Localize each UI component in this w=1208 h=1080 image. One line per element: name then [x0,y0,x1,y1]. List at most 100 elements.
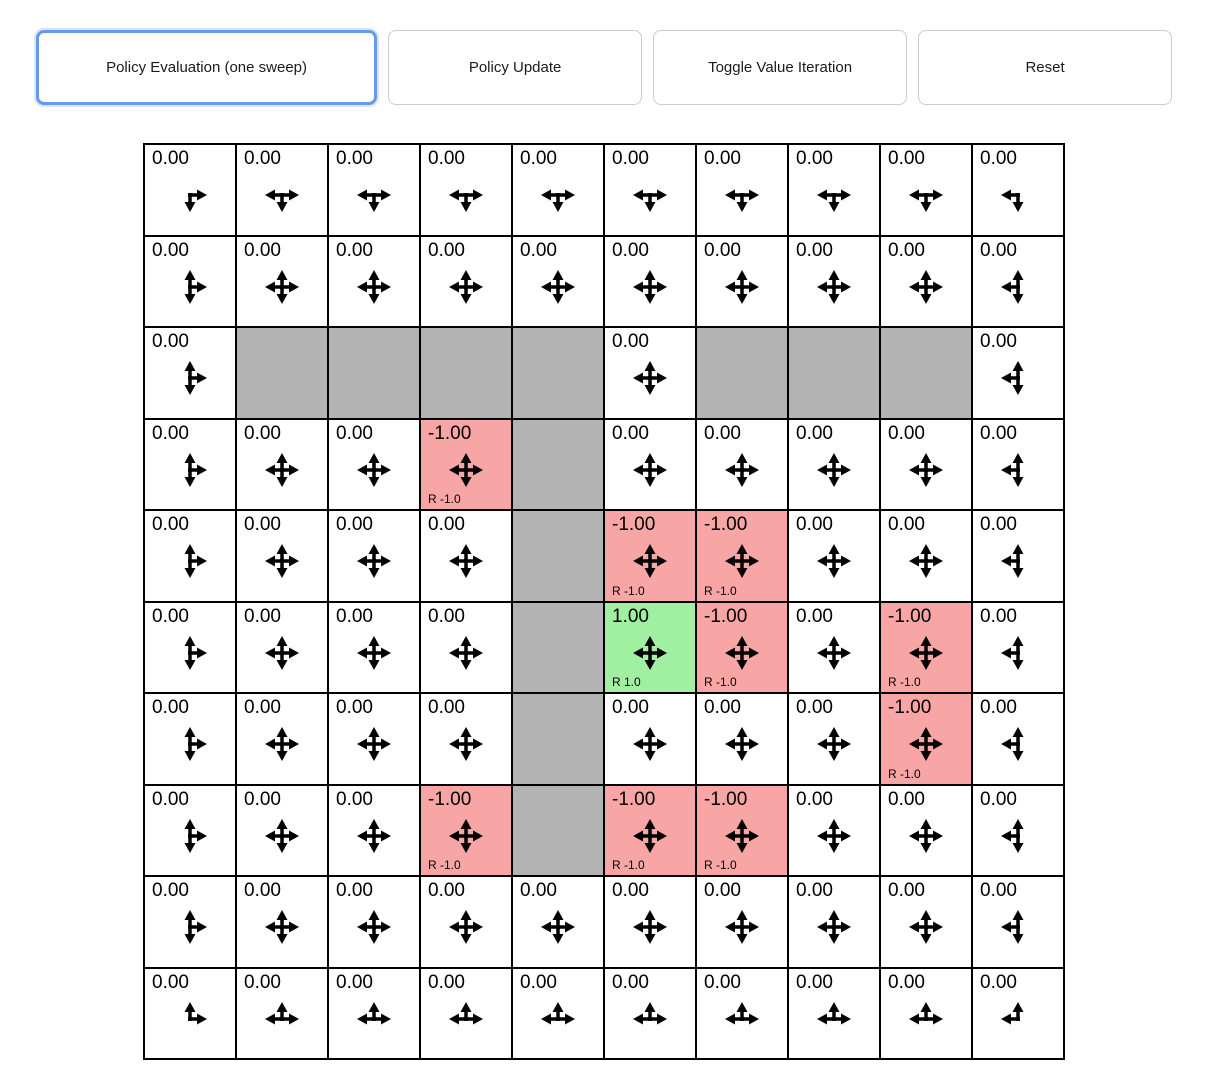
grid-cell[interactable]: 0.00 [788,876,880,968]
grid-cell[interactable]: 0.00 [696,876,788,968]
grid-cell[interactable]: 0.00 [236,876,328,968]
grid-cell[interactable]: 0.00 [972,327,1064,419]
grid-cell[interactable]: 0.00 [420,876,512,968]
grid-wall-cell[interactable] [512,327,604,419]
grid-cell[interactable]: 0.00 [512,876,604,968]
grid-cell[interactable]: 0.00 [328,418,420,510]
grid-wall-cell[interactable] [512,510,604,602]
grid-cell[interactable]: 0.00 [880,418,972,510]
grid-cell[interactable]: -1.00 R -1.0 [420,418,512,510]
grid-cell[interactable]: 0.00 [144,235,236,327]
grid-cell[interactable]: 0.00 [604,693,696,785]
grid-cell[interactable]: -1.00 R -1.0 [696,510,788,602]
grid-cell[interactable]: 0.00 [788,693,880,785]
grid-cell[interactable]: 0.00 [144,510,236,602]
grid-cell[interactable]: 0.00 [788,144,880,236]
grid-cell[interactable]: 0.00 [880,967,972,1059]
grid-cell[interactable]: 0.00 [236,235,328,327]
grid-cell[interactable]: 0.00 [328,601,420,693]
grid-cell[interactable]: -1.00 R -1.0 [880,693,972,785]
grid-cell[interactable]: 0.00 [604,967,696,1059]
grid-cell[interactable]: 0.00 [972,876,1064,968]
grid-cell[interactable]: 0.00 [420,693,512,785]
grid-cell[interactable]: 0.00 [788,601,880,693]
grid-cell[interactable]: 0.00 [512,235,604,327]
grid-wall-cell[interactable] [512,693,604,785]
grid-cell[interactable]: 0.00 [604,418,696,510]
grid-cell[interactable]: 0.00 [328,510,420,602]
grid-cell[interactable]: 0.00 [696,418,788,510]
grid-cell[interactable]: 0.00 [604,876,696,968]
grid-cell[interactable]: -1.00 R -1.0 [696,601,788,693]
grid-wall-cell[interactable] [512,784,604,876]
grid-cell[interactable]: 0.00 [512,144,604,236]
grid-cell[interactable]: 0.00 [144,784,236,876]
grid-cell[interactable]: 0.00 [144,876,236,968]
grid-cell[interactable]: 0.00 [604,235,696,327]
grid-cell[interactable]: 0.00 [236,144,328,236]
grid-cell[interactable]: 0.00 [972,510,1064,602]
grid-wall-cell[interactable] [512,418,604,510]
grid-cell[interactable]: 0.00 [972,967,1064,1059]
grid-wall-cell[interactable] [328,327,420,419]
grid-cell[interactable]: 0.00 [236,601,328,693]
grid-cell[interactable]: 0.00 [696,235,788,327]
grid-cell[interactable]: -1.00 R -1.0 [604,510,696,602]
grid-cell[interactable]: 0.00 [328,693,420,785]
grid-cell[interactable]: 0.00 [880,144,972,236]
grid-cell[interactable]: 0.00 [788,967,880,1059]
grid-cell[interactable]: 0.00 [696,967,788,1059]
grid-cell[interactable]: 0.00 [972,693,1064,785]
grid-cell[interactable]: 0.00 [604,327,696,419]
grid-cell[interactable]: 0.00 [420,144,512,236]
grid-cell[interactable]: 0.00 [328,784,420,876]
grid-wall-cell[interactable] [696,327,788,419]
grid-wall-cell[interactable] [880,327,972,419]
grid-wall-cell[interactable] [420,327,512,419]
grid-cell[interactable]: 0.00 [236,967,328,1059]
grid-cell[interactable]: 0.00 [144,601,236,693]
grid-cell[interactable]: 0.00 [236,784,328,876]
grid-cell[interactable]: 0.00 [972,601,1064,693]
toggle-value-iteration-button[interactable]: Toggle Value Iteration [653,30,908,105]
grid-cell[interactable]: 0.00 [328,235,420,327]
grid-cell[interactable]: 0.00 [236,418,328,510]
grid-cell[interactable]: -1.00 R -1.0 [604,784,696,876]
grid-cell[interactable]: 0.00 [604,144,696,236]
grid-cell[interactable]: 0.00 [328,144,420,236]
grid-cell[interactable]: 0.00 [972,784,1064,876]
grid-cell[interactable]: 0.00 [328,967,420,1059]
grid-cell[interactable]: 0.00 [788,510,880,602]
grid-wall-cell[interactable] [788,327,880,419]
grid-cell[interactable]: 0.00 [788,418,880,510]
grid-cell[interactable]: 0.00 [236,693,328,785]
grid-wall-cell[interactable] [236,327,328,419]
grid-cell[interactable]: 0.00 [696,144,788,236]
policy-update-button[interactable]: Policy Update [388,30,643,105]
grid-cell[interactable]: 0.00 [144,967,236,1059]
grid-cell[interactable]: 0.00 [880,510,972,602]
grid-cell[interactable]: 0.00 [880,784,972,876]
grid-cell[interactable]: 0.00 [144,693,236,785]
grid-cell[interactable]: 0.00 [144,327,236,419]
grid-cell[interactable]: 0.00 [420,967,512,1059]
grid-cell[interactable]: 0.00 [788,784,880,876]
grid-cell[interactable]: 0.00 [972,418,1064,510]
grid-cell[interactable]: 1.00 R 1.0 [604,601,696,693]
grid-cell[interactable]: 0.00 [880,235,972,327]
reset-button[interactable]: Reset [918,30,1173,105]
grid-cell[interactable]: 0.00 [144,418,236,510]
grid-cell[interactable]: -1.00 R -1.0 [420,784,512,876]
grid-cell[interactable]: 0.00 [420,601,512,693]
policy-evaluation-button[interactable]: Policy Evaluation (one sweep) [36,30,378,105]
grid-cell[interactable]: 0.00 [880,876,972,968]
grid-cell[interactable]: 0.00 [420,510,512,602]
grid-cell[interactable]: 0.00 [972,144,1064,236]
grid-cell[interactable]: 0.00 [420,235,512,327]
grid-cell[interactable]: -1.00 R -1.0 [696,784,788,876]
grid-cell[interactable]: 0.00 [788,235,880,327]
grid-cell[interactable]: 0.00 [328,876,420,968]
grid-wall-cell[interactable] [512,601,604,693]
grid-cell[interactable]: 0.00 [512,967,604,1059]
grid-cell[interactable]: 0.00 [144,144,236,236]
